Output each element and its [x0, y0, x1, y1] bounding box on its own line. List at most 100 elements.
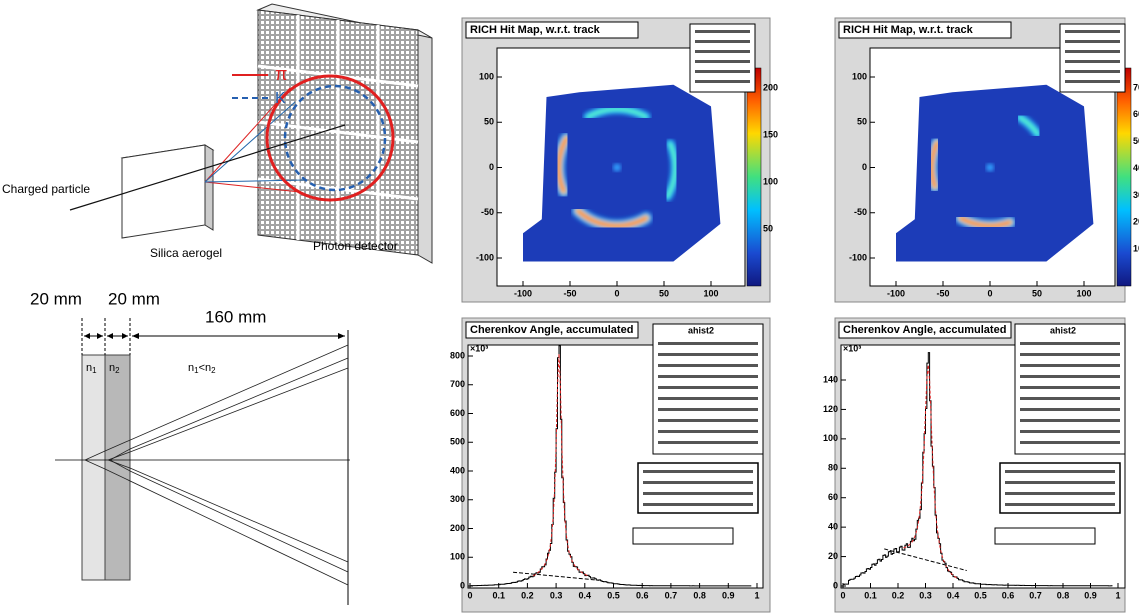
y-tick-label: 800 — [450, 350, 465, 360]
stats-line — [658, 375, 758, 378]
stats-line — [1065, 30, 1120, 33]
ring-peak — [930, 141, 939, 188]
aerogel-label: Silica aerogel — [150, 246, 222, 260]
panel-title: Cherenkov Angle, accumulated — [470, 324, 633, 336]
y-tick-label: -100 — [476, 252, 494, 262]
y-tick-label: 100 — [823, 433, 838, 443]
y-tick-label: -50 — [481, 207, 494, 217]
title-box — [838, 21, 1012, 39]
x-tick-label: -50 — [563, 288, 576, 298]
x-tick-label: 0.4 — [579, 590, 592, 600]
y-tick-label: 40 — [828, 522, 838, 532]
x-tick-label: 0.3 — [919, 590, 932, 600]
x-tick-label: 0.8 — [693, 590, 706, 600]
x-tick-label: 0.6 — [1002, 590, 1015, 600]
x-tick-label: 0.1 — [864, 590, 877, 600]
stats-name: ahist2 — [688, 325, 714, 335]
colorbar-label: 50 — [763, 223, 773, 233]
fit-line — [643, 492, 753, 495]
stats-line — [695, 70, 750, 73]
background-fit — [513, 571, 600, 581]
ring-peak — [959, 216, 1012, 228]
x-tick-label: 0.2 — [892, 590, 905, 600]
relation-label: n1<n2 — [188, 362, 216, 375]
fit-curve — [903, 364, 958, 579]
y-tick-label: 50 — [857, 117, 867, 127]
panel-title: RICH Hit Map, w.r.t. track — [470, 24, 601, 36]
stats-line — [1020, 430, 1120, 433]
panel: 200 150 100 50 RICH Hit Map, w.r.t. track -10… — [461, 17, 778, 303]
stats-line — [1020, 375, 1120, 378]
n-sub: 2 — [211, 366, 216, 375]
stats-line — [658, 430, 758, 433]
ring-peak — [557, 137, 568, 193]
hit-region — [896, 84, 1094, 262]
x-tick-label: 100 — [1076, 288, 1091, 298]
y-tick-label: 140 — [823, 374, 838, 384]
ring-arc — [954, 212, 1016, 232]
stats-line — [695, 50, 750, 53]
plot-content — [843, 352, 1113, 587]
stats-line — [658, 441, 758, 444]
ring-core — [586, 107, 648, 119]
stats-line — [1020, 364, 1120, 367]
center-spot — [613, 163, 621, 172]
ring-core — [1018, 116, 1040, 136]
y-tick-label: 80 — [828, 463, 838, 473]
stats-name: ahist2 — [1050, 325, 1076, 335]
x-tick-label: -100 — [514, 288, 532, 298]
fit-line — [643, 470, 753, 473]
x-tick-label: 0.3 — [550, 590, 563, 600]
x-tick-label: 0.5 — [607, 590, 620, 600]
width-label: 20 mm — [30, 289, 82, 308]
cones — [69, 74, 395, 211]
stats-line — [1065, 50, 1120, 53]
stats-line — [658, 408, 758, 411]
x-tick-label: 100 — [703, 288, 718, 298]
n-base: n — [109, 362, 115, 374]
histogram — [470, 345, 752, 587]
colorbar-label: 70 — [1133, 82, 1139, 92]
n-base: n — [86, 362, 92, 374]
colorbar — [746, 67, 762, 287]
colorbar-label: 100 — [763, 176, 778, 186]
y-tick-label: 600 — [450, 408, 465, 418]
histogram — [843, 352, 1113, 587]
y-tick-label: -100 — [849, 252, 867, 262]
stats-line — [658, 397, 758, 400]
stats-line — [1065, 80, 1120, 83]
fit-line — [643, 481, 753, 484]
x-tick-label: 0.7 — [665, 590, 678, 600]
stats-line — [1065, 70, 1120, 73]
stats-line — [695, 80, 750, 83]
y-tick-label: 60 — [828, 492, 838, 502]
title-box — [465, 21, 639, 39]
x-tick-label: 0.9 — [1084, 590, 1097, 600]
stats-line — [1020, 386, 1120, 389]
n-sub: 2 — [115, 366, 120, 375]
y-tick-label: 120 — [823, 404, 838, 414]
colorbar-label: 150 — [763, 129, 778, 139]
ring-arc — [583, 104, 651, 122]
plot-content — [523, 84, 721, 262]
fit-line — [1005, 503, 1115, 506]
stats-line — [658, 419, 758, 422]
ring-arc — [925, 136, 944, 193]
stats-line — [1020, 441, 1120, 444]
stats-line — [1020, 342, 1120, 345]
fit-line — [643, 503, 753, 506]
ring-arc — [1015, 113, 1043, 139]
stats-line — [658, 364, 758, 367]
stats-line — [1020, 353, 1120, 356]
y-tick-label: 100 — [852, 71, 867, 81]
width-label: 160 mm — [205, 307, 266, 326]
center-spot — [986, 163, 994, 172]
y-tick-label: 500 — [450, 437, 465, 447]
background-fit — [884, 548, 967, 572]
multiplier: ×10³ — [843, 343, 861, 353]
n2-label: n2 — [109, 362, 120, 375]
aerogel — [120, 144, 215, 239]
colorbar-label: 200 — [763, 82, 778, 92]
x-tick-label: 50 — [1032, 288, 1042, 298]
